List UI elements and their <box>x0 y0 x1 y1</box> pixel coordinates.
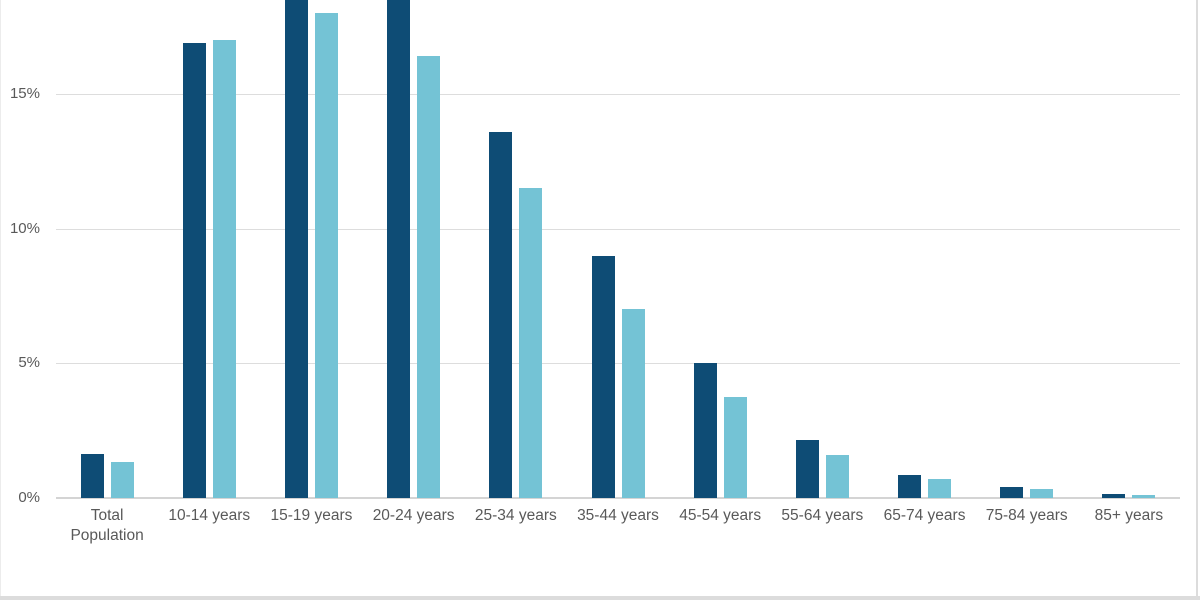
y-tick-label: 10% <box>9 219 40 237</box>
bar-dark-blue-75-84-years <box>1000 487 1024 498</box>
bar-light-blue-55-64-years <box>825 454 849 498</box>
bar-light-blue-10-14-years <box>212 40 236 498</box>
bar-dark-blue-45-54-years <box>693 363 717 498</box>
bar-dark-blue-85+-years <box>1102 493 1126 498</box>
bar-dark-blue-20-24-years <box>387 0 411 498</box>
y-tick-label: 15% <box>9 85 40 102</box>
x-axis-label: 55-64 years <box>781 507 864 524</box>
bar-light-blue-20-24-years <box>417 56 441 498</box>
x-axis-label: 10-14 years <box>168 507 251 524</box>
bar-dark-blue-55-64-years <box>795 440 819 498</box>
x-axis-label: 15-19 years <box>270 507 353 524</box>
y-tick-label: 0% <box>18 489 40 506</box>
bar-light-blue-total-population <box>110 461 134 498</box>
gridline-5% <box>56 363 1180 365</box>
x-axis-label: 20-24 years <box>372 507 455 524</box>
x-axis-label: 35-44 years <box>577 507 659 524</box>
card-border-right <box>1196 0 1198 600</box>
x-axis-label: 25-34 years <box>474 507 557 524</box>
x-axis-line <box>56 497 1180 499</box>
x-axis-label: 45-54 years <box>679 507 762 524</box>
bar-light-blue-35-44-years <box>621 309 645 498</box>
bar-light-blue-15-19-years <box>314 13 338 498</box>
card-border-bottom <box>0 596 1200 600</box>
bar-dark-blue-15-19-years <box>284 0 308 498</box>
bar-light-blue-75-84-years <box>1030 488 1054 498</box>
bar-light-blue-65-74-years <box>928 479 952 498</box>
bar-dark-blue-65-74-years <box>898 475 922 498</box>
x-axis-label: 65-74 years <box>883 507 966 524</box>
x-axis-label: 75-84 years <box>985 507 1068 524</box>
bar-light-blue-25-34-years <box>519 188 543 498</box>
x-axis-label: 85+ years <box>1094 507 1164 524</box>
bar-light-blue-45-54-years <box>723 397 747 498</box>
bar-dark-blue-10-14-years <box>182 42 206 498</box>
gridline-10% <box>56 228 1180 230</box>
bar-dark-blue-25-34-years <box>489 131 513 498</box>
y-tick-label: 5% <box>18 354 40 372</box>
bar-light-blue-85+-years <box>1132 495 1156 498</box>
card-border-left <box>0 0 1 600</box>
gridline-15% <box>56 94 1180 95</box>
bar-dark-blue-35-44-years <box>591 255 615 498</box>
x-axis-label: Total Population <box>70 507 144 544</box>
bar-dark-blue-total-population <box>80 453 104 498</box>
